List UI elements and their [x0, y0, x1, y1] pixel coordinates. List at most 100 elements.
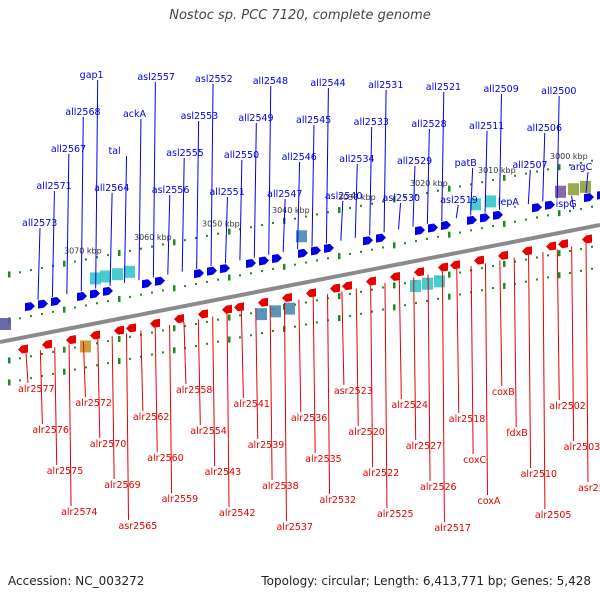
reverse-gene-leader [298, 299, 302, 413]
tick-mark [228, 274, 231, 281]
forward-gene-label: all2549 [238, 113, 273, 124]
reverse-gene-label: alr2503 [564, 442, 600, 453]
tick-mark [107, 254, 109, 257]
tick-mark [63, 306, 66, 313]
forward-gene-arrow [415, 226, 425, 236]
tick-mark [74, 260, 76, 263]
tick-mark [19, 317, 21, 320]
reverse-gene-arrow [198, 309, 208, 319]
tick-mark [404, 282, 406, 285]
reverse-gene-label: alr2510 [521, 469, 558, 480]
tick-mark [580, 247, 582, 250]
tick-mark [8, 379, 11, 386]
reverse-gene-leader [585, 243, 589, 483]
gene-annotation-block [256, 308, 267, 321]
tick-mark [525, 218, 527, 221]
tick-mark [437, 297, 439, 300]
reverse-gene-arrow [342, 281, 352, 291]
gene-annotation-block [0, 318, 11, 330]
reverse-gene-leader [427, 274, 431, 482]
tick-mark [19, 271, 21, 274]
forward-gene-arrow [428, 223, 438, 233]
tick-mark [162, 289, 164, 292]
reverse-gene-arrow [438, 262, 448, 272]
scale-label: 3040 kbp [272, 206, 310, 215]
tick-mark [107, 362, 109, 365]
forward-gene-arrow [246, 259, 256, 269]
tick-mark [162, 351, 164, 354]
forward-gene-arrow [493, 210, 503, 220]
gene-annotation-block [568, 183, 579, 196]
reverse-gene-label: alr2560 [147, 453, 184, 464]
tick-mark [239, 336, 241, 339]
gene-annotation-block [284, 302, 295, 315]
tick-mark [173, 325, 176, 332]
forward-gene-label: all2548 [253, 76, 288, 87]
forward-gene-arrow [298, 248, 308, 258]
tick-mark [536, 278, 538, 281]
tick-mark [393, 282, 396, 289]
tick-mark [129, 249, 131, 252]
forward-gene-arrow [207, 266, 217, 276]
scale-label: 3000 kbp [550, 152, 588, 161]
tick-mark [239, 228, 241, 231]
forward-gene-leader [109, 192, 113, 286]
reverse-gene-arrow [390, 271, 400, 281]
reverse-gene-arrow [546, 241, 556, 251]
reverse-gene-label: alr2524 [391, 400, 428, 411]
tick-mark [591, 159, 593, 162]
tick-mark [415, 240, 417, 243]
tick-mark [250, 226, 252, 229]
reverse-gene-leader [269, 305, 273, 481]
tick-mark [118, 335, 121, 342]
reverse-gene-arrow [282, 293, 292, 303]
forward-gene-label: all2533 [354, 117, 389, 128]
reverse-gene-label: alr2517 [434, 523, 471, 534]
reverse-gene-label: alr2535 [305, 454, 342, 465]
gene-annotation-block [80, 340, 91, 353]
tick-mark [426, 191, 428, 194]
gene-annotation-block [112, 268, 123, 281]
forward-gene-leader [470, 167, 474, 216]
forward-gene-arrow [103, 286, 113, 296]
reverse-gene-leader [154, 327, 158, 453]
tick-mark [371, 288, 373, 291]
tick-mark [305, 261, 307, 264]
tick-mark [30, 315, 32, 318]
gene-annotation-block [100, 270, 111, 283]
gene-annotation-block [470, 198, 481, 211]
tick-mark [8, 271, 11, 278]
tick-mark [547, 276, 549, 279]
tick-mark [206, 234, 208, 237]
tick-mark [63, 346, 66, 353]
tick-mark [558, 210, 561, 217]
forward-gene-arrow [363, 236, 373, 246]
forward-gene-arrow [51, 297, 61, 307]
tick-mark [63, 260, 66, 267]
tick-mark [437, 189, 439, 192]
tick-mark [580, 269, 582, 272]
forward-gene-arrow [259, 256, 269, 266]
tick-mark [503, 282, 506, 289]
tick-mark [184, 239, 186, 242]
forward-gene-label: all2511 [469, 121, 504, 132]
tick-mark [327, 211, 329, 214]
gene-annotation-block [580, 180, 591, 193]
gene-annotation-block [485, 195, 496, 208]
forward-gene-label: all2529 [397, 156, 432, 167]
tick-mark [525, 280, 527, 283]
tick-mark [547, 168, 549, 171]
forward-gene-leader [239, 159, 243, 261]
forward-gene-leader [441, 91, 445, 222]
forward-gene-leader [498, 93, 502, 210]
forward-gene-leader [585, 171, 589, 193]
tick-mark [569, 164, 571, 167]
forward-gene-label: all2531 [368, 80, 403, 91]
tick-mark [316, 299, 318, 302]
tick-mark [371, 248, 373, 251]
forward-gene-label: all2551 [209, 187, 244, 198]
reverse-gene-arrow [414, 267, 424, 277]
tick-mark [162, 243, 164, 246]
forward-gene-arrow [376, 233, 386, 243]
reverse-gene-label: alr2526 [420, 482, 457, 493]
